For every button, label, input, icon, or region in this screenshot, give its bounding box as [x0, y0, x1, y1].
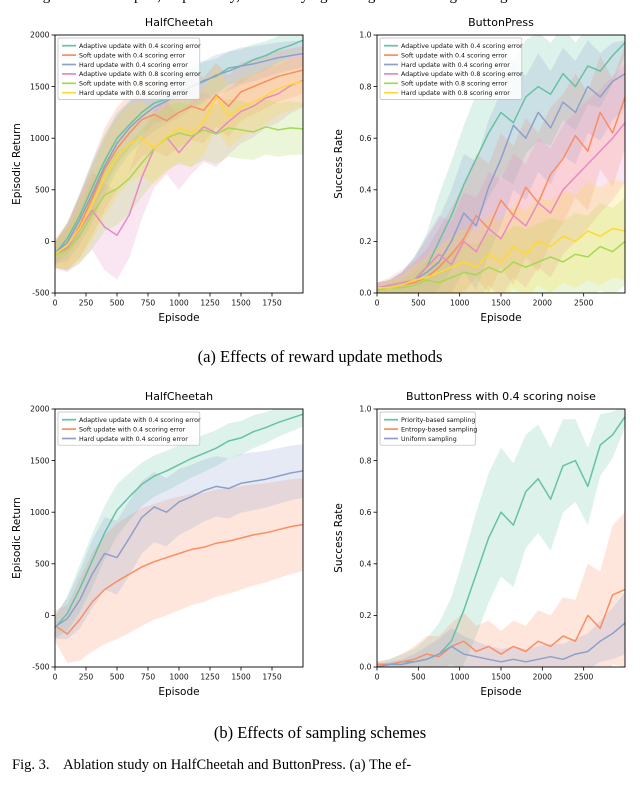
svg-text:0.2: 0.2 — [359, 611, 371, 620]
svg-text:1500: 1500 — [30, 82, 49, 91]
svg-text:0.8: 0.8 — [359, 456, 371, 465]
svg-text:Adaptive update with 0.8 scori: Adaptive update with 0.8 scoring error — [401, 71, 523, 78]
svg-text:0.6: 0.6 — [359, 134, 371, 143]
svg-text:500: 500 — [110, 299, 125, 308]
svg-text:1750: 1750 — [262, 299, 281, 308]
svg-text:2500: 2500 — [574, 673, 593, 682]
svg-text:ButtonPress with 0.4 scoring n: ButtonPress with 0.4 scoring noise — [406, 390, 596, 403]
figure-row-a: 0 250 500 750 1000 1250 1500 1750 -500 0 500 1000 15… — [0, 13, 640, 335]
chart-buttonpress-updates: 0 500 1000 1500 2000 2500 0.0 0.2 0.4 0.6 0.8 1.0 Bu… — [333, 16, 626, 324]
svg-text:1500: 1500 — [491, 299, 510, 308]
svg-text:Hard update with 0.4 scoring e: Hard update with 0.4 scoring error — [79, 62, 188, 69]
svg-text:2000: 2000 — [30, 405, 49, 414]
svg-text:500: 500 — [35, 560, 50, 569]
svg-text:Soft update with 0.8 scoring e: Soft update with 0.8 scoring error — [79, 81, 186, 88]
svg-text:1.0: 1.0 — [359, 405, 371, 414]
svg-text:-500: -500 — [32, 289, 49, 298]
svg-text:Success Rate: Success Rate — [333, 129, 345, 199]
cropped-text-fragment: the agent and the expert, respectively, … — [14, 0, 626, 5]
svg-text:HalfCheetah: HalfCheetah — [145, 390, 213, 403]
svg-text:2000: 2000 — [533, 299, 552, 308]
svg-text:1250: 1250 — [200, 673, 219, 682]
chart-cell-halfcheetah-sampling: 0 250 500 750 1000 1250 1500 1750 -500 0 500 1000 15… — [9, 387, 309, 709]
svg-text:0: 0 — [53, 673, 58, 682]
svg-text:Hard update with 0.8 scoring e: Hard update with 0.8 scoring error — [79, 90, 188, 97]
svg-text:Soft update with 0.4 scoring e: Soft update with 0.4 scoring error — [79, 426, 186, 433]
svg-text:0: 0 — [45, 611, 50, 620]
svg-text:500: 500 — [411, 673, 426, 682]
svg-text:0.0: 0.0 — [359, 289, 371, 298]
svg-text:Hard update with 0.4 scoring e: Hard update with 0.4 scoring error — [401, 62, 510, 69]
svg-text:1000: 1000 — [450, 299, 469, 308]
svg-text:Episode: Episode — [480, 686, 521, 698]
svg-text:500: 500 — [110, 673, 125, 682]
svg-text:Soft update with 0.8 scoring e: Soft update with 0.8 scoring error — [401, 81, 508, 88]
svg-text:0: 0 — [45, 237, 50, 246]
svg-text:750: 750 — [141, 673, 156, 682]
svg-text:Entropy-based sampling: Entropy-based sampling — [401, 426, 477, 433]
svg-text:0.6: 0.6 — [359, 508, 371, 517]
svg-text:250: 250 — [79, 673, 94, 682]
figure-row-b: 0 250 500 750 1000 1250 1500 1750 -500 0 500 1000 15… — [0, 387, 640, 709]
svg-text:1000: 1000 — [30, 508, 49, 517]
svg-text:Episodic Return: Episodic Return — [11, 497, 23, 579]
svg-text:1500: 1500 — [30, 456, 49, 465]
svg-text:1.0: 1.0 — [359, 31, 371, 40]
svg-text:Adaptive update with 0.8 scori: Adaptive update with 0.8 scoring error — [79, 71, 201, 78]
cropped-text-line-top: the agent and the expert, respectively, … — [14, 0, 626, 9]
svg-text:2000: 2000 — [533, 673, 552, 682]
svg-text:Adaptive update with 0.4 scori: Adaptive update with 0.4 scoring error — [401, 43, 523, 50]
svg-text:500: 500 — [35, 186, 50, 195]
svg-text:ButtonPress: ButtonPress — [468, 16, 534, 29]
chart-halfcheetah-sampling: 0 250 500 750 1000 1250 1500 1750 -500 0 500 1000 15… — [11, 390, 304, 698]
svg-text:Soft update with 0.4 scoring e: Soft update with 0.4 scoring error — [401, 52, 508, 59]
svg-text:1500: 1500 — [491, 673, 510, 682]
svg-text:Priority-based sampling: Priority-based sampling — [401, 417, 475, 424]
svg-text:0.4: 0.4 — [359, 560, 371, 569]
chart-cell-buttonpress-updates: 0 500 1000 1500 2000 2500 0.0 0.2 0.4 0.6 0.8 1.0 Bu… — [331, 13, 631, 335]
svg-text:250: 250 — [79, 299, 94, 308]
chart-buttonpress-sampling: 0 500 1000 1500 2000 2500 0.0 0.2 0.4 0.6 0.8 1.0 Bu… — [333, 390, 626, 698]
svg-text:Hard update with 0.8 scoring e: Hard update with 0.8 scoring error — [401, 90, 510, 97]
svg-text:Episode: Episode — [158, 312, 199, 324]
svg-text:0.2: 0.2 — [359, 237, 371, 246]
svg-text:750: 750 — [141, 299, 156, 308]
chart-cell-buttonpress-sampling: 0 500 1000 1500 2000 2500 0.0 0.2 0.4 0.6 0.8 1.0 Bu… — [331, 387, 631, 709]
figure-caption: Fig. 3. Ablation study on HalfCheetah an… — [12, 757, 412, 773]
svg-text:HalfCheetah: HalfCheetah — [145, 16, 213, 29]
svg-text:2500: 2500 — [574, 299, 593, 308]
subcaption-b: (b) Effects of sampling schemes — [213, 723, 427, 742]
svg-text:Episode: Episode — [480, 312, 521, 324]
svg-text:0.4: 0.4 — [359, 186, 371, 195]
svg-text:Uniform sampling: Uniform sampling — [401, 436, 457, 443]
svg-text:1000: 1000 — [169, 299, 188, 308]
svg-text:1000: 1000 — [169, 673, 188, 682]
svg-text:1500: 1500 — [231, 299, 250, 308]
svg-text:2000: 2000 — [30, 31, 49, 40]
svg-text:Adaptive update with 0.4 scori: Adaptive update with 0.4 scoring error — [79, 43, 201, 50]
chart-halfcheetah-updates: 0 250 500 750 1000 1250 1500 1750 -500 0 500 1000 15… — [11, 16, 304, 324]
svg-text:0.8: 0.8 — [359, 82, 371, 91]
svg-text:500: 500 — [411, 299, 426, 308]
chart-cell-halfcheetah-updates: 0 250 500 750 1000 1250 1500 1750 -500 0 500 1000 15… — [9, 13, 309, 335]
svg-text:1000: 1000 — [30, 134, 49, 143]
svg-text:-500: -500 — [32, 663, 49, 672]
svg-text:Adaptive update with 0.4 scori: Adaptive update with 0.4 scoring error — [79, 417, 201, 424]
svg-text:0.0: 0.0 — [359, 663, 371, 672]
svg-text:Hard update with 0.4 scoring e: Hard update with 0.4 scoring error — [79, 436, 188, 443]
svg-text:Soft update with 0.4 scoring e: Soft update with 0.4 scoring error — [79, 52, 186, 59]
svg-text:1750: 1750 — [262, 673, 281, 682]
svg-text:1500: 1500 — [231, 673, 250, 682]
svg-text:Episodic Return: Episodic Return — [11, 123, 23, 205]
svg-text:1000: 1000 — [450, 673, 469, 682]
svg-text:0: 0 — [375, 299, 380, 308]
svg-text:Success Rate: Success Rate — [333, 503, 345, 573]
svg-text:Episode: Episode — [158, 686, 199, 698]
svg-text:0: 0 — [53, 299, 58, 308]
subcaption-a: (a) Effects of reward update methods — [197, 347, 443, 366]
svg-text:0: 0 — [375, 673, 380, 682]
svg-text:1250: 1250 — [200, 299, 219, 308]
